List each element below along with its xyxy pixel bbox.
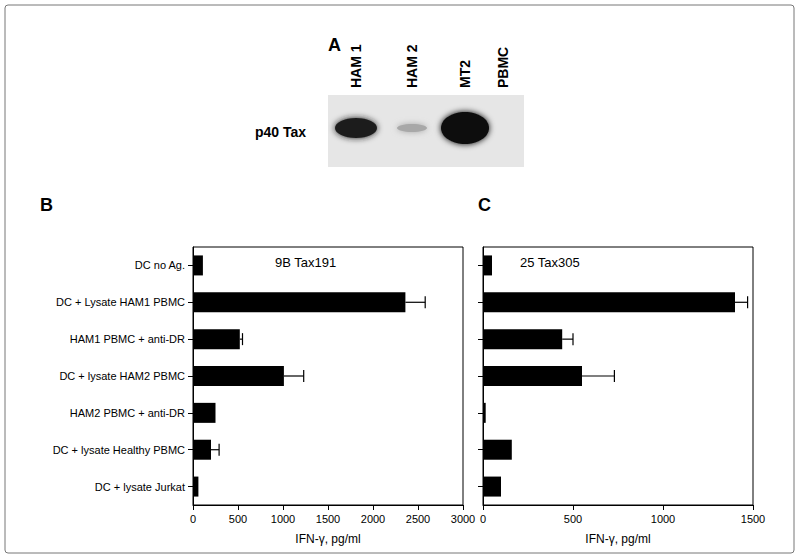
svg-text:IFN-γ, pg/ml: IFN-γ, pg/ml	[295, 532, 360, 546]
svg-text:MT2: MT2	[457, 60, 473, 88]
svg-text:PBMC: PBMC	[495, 47, 511, 88]
svg-text:DC no Ag.: DC no Ag.	[135, 259, 185, 271]
svg-text:500: 500	[564, 513, 582, 525]
svg-text:1000: 1000	[651, 513, 675, 525]
svg-text:500: 500	[229, 513, 247, 525]
svg-text:HAM1 PBMC + anti-DR: HAM1 PBMC + anti-DR	[70, 333, 185, 345]
svg-text:9B Tax191: 9B Tax191	[275, 255, 336, 270]
svg-text:1000: 1000	[271, 513, 295, 525]
svg-text:0: 0	[190, 513, 196, 525]
svg-text:25 Tax305: 25 Tax305	[520, 255, 580, 270]
svg-text:DC + Lysate HAM1 PBMC: DC + Lysate HAM1 PBMC	[56, 296, 185, 308]
svg-text:DC + lysate Healthy PBMC: DC + lysate Healthy PBMC	[53, 444, 185, 456]
svg-text:C: C	[478, 195, 491, 215]
svg-text:p40 Tax: p40 Tax	[255, 124, 306, 140]
svg-text:DC + lysate HAM2 PBMC: DC + lysate HAM2 PBMC	[59, 370, 185, 382]
svg-text:2500: 2500	[406, 513, 430, 525]
svg-text:3000: 3000	[451, 513, 475, 525]
svg-text:DC + lysate Jurkat: DC + lysate Jurkat	[95, 481, 185, 493]
svg-text:IFN-γ, pg/ml: IFN-γ, pg/ml	[585, 532, 650, 546]
svg-text:1500: 1500	[741, 513, 765, 525]
svg-text:HAM 2: HAM 2	[404, 44, 420, 88]
svg-text:1500: 1500	[316, 513, 340, 525]
svg-text:0: 0	[480, 513, 486, 525]
svg-text:A: A	[328, 35, 341, 55]
svg-text:HAM 1: HAM 1	[348, 44, 364, 88]
svg-text:HAM2 PBMC + anti-DR: HAM2 PBMC + anti-DR	[70, 407, 185, 419]
svg-text:B: B	[40, 195, 53, 215]
svg-text:2000: 2000	[361, 513, 385, 525]
